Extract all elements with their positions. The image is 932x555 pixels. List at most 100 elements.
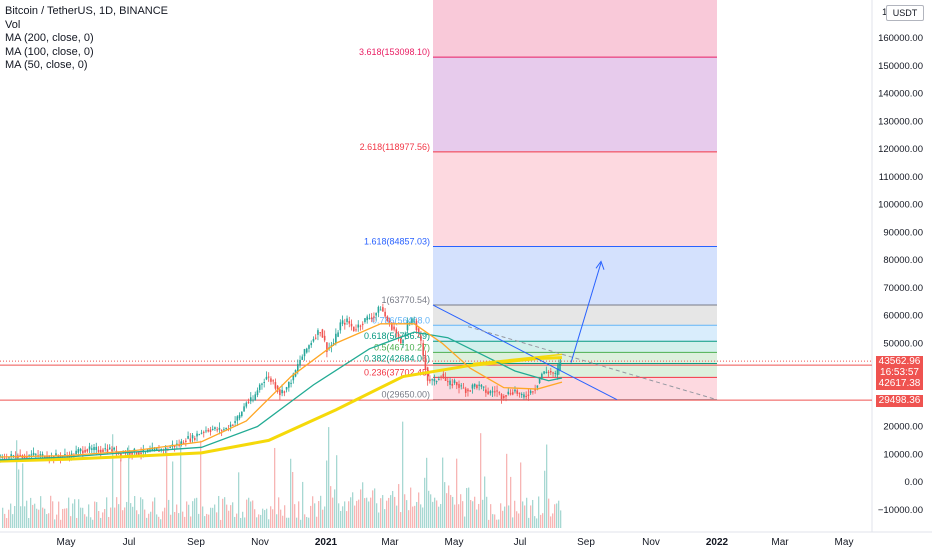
volume-bar <box>214 504 216 528</box>
legend-symbol-title[interactable]: Bitcoin / TetherUS, 1D, BINANCE <box>5 5 169 17</box>
volume-bar <box>478 503 480 528</box>
candle-body <box>489 391 492 394</box>
volume-bar <box>546 444 548 528</box>
candle-body <box>518 392 521 394</box>
candle-body <box>505 395 507 397</box>
candle-body <box>552 372 554 374</box>
volume-bar <box>144 509 146 528</box>
candle-body <box>312 339 315 342</box>
volume-bar <box>90 517 92 528</box>
volume-bar <box>178 513 180 528</box>
y-tick-label: 70000.00 <box>883 283 923 294</box>
fib-label-0.618: 0.618(50736.49) <box>364 331 430 341</box>
candle-body <box>106 448 109 453</box>
legend-ma100[interactable]: MA (100, close, 0) <box>5 45 94 58</box>
legend-ma50[interactable]: MA (50, close, 0) <box>5 59 88 71</box>
fib-label-0.236: 0.236(37702.45) <box>364 367 430 377</box>
candle-body <box>200 432 203 434</box>
volume-bar <box>410 487 412 528</box>
projection-arrow-head <box>595 260 605 270</box>
candle-body <box>525 395 527 397</box>
candle-body <box>8 457 10 459</box>
volume-bar <box>36 508 38 528</box>
x-tick-label: Mar <box>771 537 789 548</box>
volume-bar <box>366 497 368 528</box>
currency-button[interactable]: USDT <box>886 5 924 21</box>
candle-body <box>507 391 510 395</box>
volume-bar <box>394 496 396 528</box>
candle-body <box>263 381 266 383</box>
candle-body <box>303 349 306 357</box>
volume-bar <box>166 448 168 528</box>
candle-body <box>543 371 545 374</box>
candle-body <box>193 438 196 440</box>
volume-bar <box>440 503 442 528</box>
candle-body <box>399 338 402 344</box>
volume-bar <box>84 514 86 528</box>
volume-bar <box>428 490 430 528</box>
volume-bar <box>172 461 174 528</box>
volume-bar <box>494 514 496 528</box>
candle-body <box>91 448 93 450</box>
candle-body <box>556 368 559 376</box>
volume-bar <box>34 503 36 528</box>
volume-bar <box>32 504 34 528</box>
candle-body <box>169 446 171 448</box>
candle-body <box>460 385 463 387</box>
volume-bar <box>82 507 84 528</box>
volume-bar <box>334 489 336 528</box>
fib-zone-0.236 <box>433 377 717 400</box>
volume-bar <box>470 499 472 528</box>
volume-bar <box>216 512 218 528</box>
candle-body <box>247 401 250 403</box>
volume-bar <box>400 512 402 528</box>
candle-body <box>196 433 198 437</box>
volume-bar <box>482 499 484 528</box>
volume-bar <box>146 517 148 528</box>
x-tick-label: Mar <box>381 537 399 548</box>
ma-value-label: 42617.38 <box>876 378 923 390</box>
volume-bar <box>438 506 440 528</box>
volume-bar <box>430 494 432 528</box>
fib-zone-0.382 <box>433 363 717 378</box>
candle-body <box>135 452 138 455</box>
legend-volume[interactable]: Vol <box>5 18 21 31</box>
volume-bar <box>92 519 94 528</box>
volume-bar <box>350 497 352 528</box>
candle-body <box>258 384 261 390</box>
candle-body <box>198 434 201 436</box>
candle-body <box>281 389 283 394</box>
volume-bar <box>138 514 140 528</box>
volume-bar <box>244 517 246 528</box>
candle-body <box>559 362 562 366</box>
candle-body <box>97 449 100 452</box>
fib-zone-2.618 <box>433 151 717 247</box>
legend-ma200[interactable]: MA (200, close, 0) <box>5 32 94 44</box>
candle-body <box>205 430 207 432</box>
candle-body <box>267 376 270 378</box>
volume-bar <box>560 510 562 528</box>
volume-bar <box>558 500 560 528</box>
volume-bar <box>190 516 192 528</box>
last-price-label: 43562.96 <box>876 356 923 368</box>
candle-body <box>339 322 342 331</box>
fib-label-0: 0(29650.00) <box>381 390 430 400</box>
volume-bar <box>174 511 176 528</box>
candle-body <box>319 332 321 334</box>
candle-body <box>238 414 241 419</box>
volume-bar <box>296 517 298 528</box>
candle-body <box>207 429 210 432</box>
volume-bar <box>94 501 96 528</box>
volume-bar <box>176 504 178 528</box>
volume-bar <box>254 509 256 528</box>
volume-bar <box>412 506 414 528</box>
candle-body <box>308 345 310 349</box>
candle-body <box>352 326 355 331</box>
candle-body <box>458 383 460 388</box>
ma-line-0 <box>0 356 563 463</box>
volume-bar <box>264 510 266 528</box>
candle-body <box>310 342 313 346</box>
candle-body <box>426 367 429 381</box>
